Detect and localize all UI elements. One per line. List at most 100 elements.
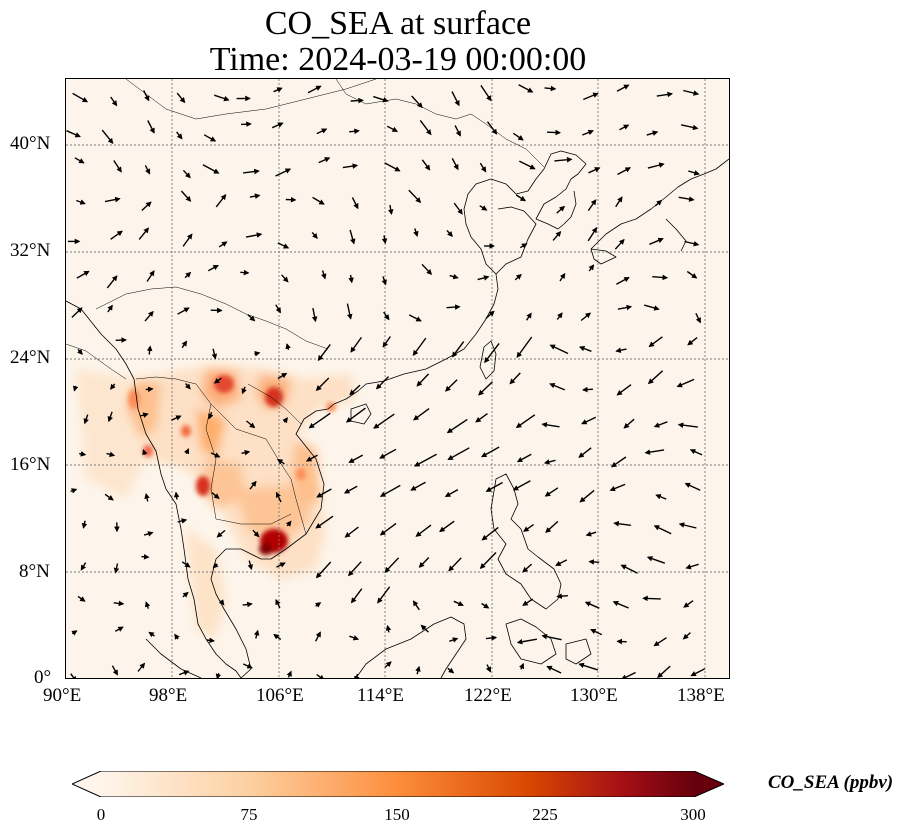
wind-vector (420, 624, 429, 633)
x-tick-label-138e: 138°E (677, 685, 725, 706)
wind-vector (545, 520, 559, 533)
wind-vector (583, 92, 599, 101)
wind-vector (646, 556, 666, 564)
wind-vector (479, 205, 488, 211)
wind-vector (518, 662, 525, 670)
wind-vector (523, 524, 534, 532)
wind-vector (106, 275, 118, 289)
wind-vector (214, 94, 230, 102)
wind-vector (439, 520, 455, 533)
wind-vector (519, 243, 528, 249)
wind-vector (414, 453, 437, 467)
wind-vector (114, 626, 124, 632)
wind-vector (522, 563, 533, 573)
x-tick-label-90e: 90°E (43, 685, 82, 706)
wind-vector (685, 563, 699, 570)
wind-vector (285, 520, 292, 527)
wind-vector (587, 227, 598, 242)
wind-vector (215, 194, 227, 208)
y-tick-label-8n: 8°N (19, 561, 50, 582)
wind-vector (421, 159, 431, 171)
wind-vector (77, 595, 86, 602)
wind-vector (478, 381, 493, 396)
wind-vector (449, 637, 459, 643)
wind-vector (213, 377, 222, 384)
wind-vector (273, 633, 282, 640)
wind-vector (588, 264, 595, 272)
wind-vector (479, 552, 497, 569)
wind-vector (486, 121, 498, 135)
wind-vector (144, 493, 150, 502)
x-tick-label-106e: 106°E (256, 685, 304, 706)
wind-vector (311, 307, 318, 323)
wind-vector (678, 522, 697, 529)
wind-vector (207, 264, 219, 272)
wind-vector (381, 276, 387, 286)
wind-vector (182, 169, 191, 179)
wind-vector (613, 520, 631, 527)
wind-vector (481, 446, 500, 458)
wind-vector (617, 167, 631, 176)
map-panel (65, 78, 730, 679)
wind-vector (684, 240, 700, 247)
hainan-coast (350, 403, 372, 425)
philippines-coast (490, 473, 562, 665)
wind-vector (349, 384, 361, 396)
wind-vector (513, 132, 524, 141)
wind-vector (113, 563, 120, 574)
wind-vector (178, 670, 190, 676)
wind-vector (110, 383, 116, 390)
y-tick-label-32n: 32°N (10, 240, 51, 261)
wind-vector (314, 631, 321, 642)
sumatra-coast (145, 638, 202, 678)
wind-vector (373, 95, 389, 103)
wind-vector (74, 157, 85, 164)
wind-vector (243, 168, 260, 175)
wind-vector (481, 602, 490, 609)
wind-vector (514, 273, 522, 281)
wind-vector (408, 314, 422, 322)
wind-vector (612, 600, 629, 609)
wind-vector (451, 91, 460, 107)
wind-vector (619, 124, 630, 131)
wind-vector (182, 233, 193, 247)
wind-vector (240, 269, 250, 276)
wind-vector (413, 228, 419, 237)
wind-vector (617, 304, 633, 311)
wind-vector (549, 344, 569, 355)
wind-vector (522, 598, 534, 606)
wind-vector (541, 422, 560, 428)
wind-vector (485, 664, 492, 673)
wind-vector (644, 304, 660, 311)
wind-vector (447, 667, 455, 674)
wind-vector (585, 531, 597, 537)
wind-vector (184, 383, 191, 390)
colorbar-gradient (101, 771, 694, 797)
wind-vector (384, 162, 401, 172)
wind-vector (481, 526, 499, 541)
wind-vector (70, 488, 78, 494)
wind-vector (354, 673, 360, 678)
wind-vector (543, 459, 556, 465)
sulawesi-coast (565, 638, 592, 665)
colorbar-extend-high (694, 771, 724, 797)
wind-vector (552, 230, 562, 241)
wind-vector (544, 85, 557, 92)
japan-coast (590, 158, 729, 265)
wind-vector (683, 89, 700, 96)
wind-vector (453, 600, 464, 607)
wind-vector (556, 205, 566, 214)
wind-vector (315, 602, 322, 608)
wind-vector (346, 303, 353, 320)
wind-vector (412, 337, 427, 357)
wind-vector (680, 124, 699, 131)
wind-vector (652, 274, 669, 281)
wind-vector (181, 340, 188, 349)
wind-vector (83, 414, 89, 425)
wind-vector (477, 275, 490, 281)
wind-vector (104, 493, 114, 501)
wind-vector (410, 481, 426, 491)
wind-vector (174, 633, 180, 640)
wind-vector (408, 189, 422, 204)
wind-vector (382, 336, 391, 348)
